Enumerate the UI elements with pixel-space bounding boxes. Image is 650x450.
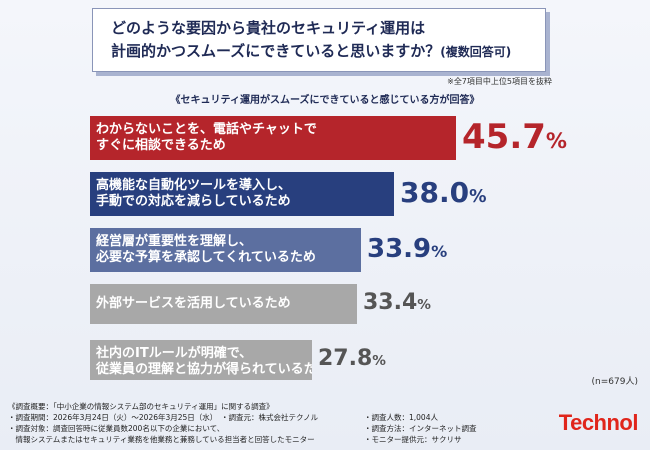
bar-0-value-number: 45.7 [462, 117, 546, 157]
bar-2-label-line-0: 経営層が重要性を理解し、 [96, 234, 253, 249]
footer-row-2: ・調査対象：調査回答時に従業員数200名以下の企業において、 [8, 423, 224, 434]
bar-0-label-line-1: すぐに相談できるため [96, 138, 226, 153]
extract-note: ※全7項目中上位5項目を抜粋 [447, 77, 552, 86]
bar-0: わからないことを、電話やチャットで すぐに相談できるため [90, 116, 456, 160]
bar-2-value-number: 33.9 [367, 234, 432, 264]
bar-1: 高機能な自動化ツールを導入し、 手動での対応を減らしているため [90, 172, 394, 216]
question-line-2: 計画的かつスムーズにできていると思いますか？(複数回答可) [111, 42, 511, 61]
footer-row-1: ・調査期間：2026年3月24日（火）～2026年3月25日（水） ・調査元：株… [8, 412, 318, 423]
bar-4-label-line-1: 従業員の理解と協力が得られているため [96, 362, 312, 377]
footer-row-2-right: ・調査方法：インターネット調査 [364, 424, 477, 433]
footer-row-2-left: ・調査対象：調査回答時に従業員数200名以下の企業において、 [8, 424, 225, 433]
bar-4: 社内のITルールが明確で、 従業員の理解と協力が得られているため [90, 340, 312, 380]
bar-0-value: 45.7% [462, 120, 568, 156]
bar-0-value-percent: % [545, 128, 568, 153]
bar-4-value: 27.8% [318, 344, 386, 376]
footer-row-1-right: ・調査人数：1,004人 [364, 413, 438, 422]
bar-4-label-line-0: 社内のITルールが明確で、 [96, 346, 253, 361]
bar-2-label-line-1: 必要な予算を承認してくれているため [96, 250, 316, 265]
bar-3-value-percent: % [417, 297, 431, 313]
bar-2: 経営層が重要性を理解し、 必要な予算を承認してくれているため [90, 228, 361, 272]
question-suffix: (複数回答可) [440, 45, 512, 59]
bar-2-value-percent: % [431, 242, 448, 261]
bar-0-label-line-0: わからないことを、電話やチャットで [96, 122, 317, 137]
bar-2-value: 33.9% [367, 234, 447, 267]
bar-4-value-percent: % [372, 353, 386, 369]
bar-3-value-number: 33.4 [363, 290, 418, 315]
question-line-2-text: 計画的かつスムーズにできていると思いますか？ [111, 42, 441, 60]
chart-subtitle: 《セキュリティ運用がスムーズにできていると感じている方が回答》 [170, 95, 480, 106]
footer-row-0-left: 《調査概要：「中小企業の情報システム部のセキュリティ運用」に関する調査》 [8, 402, 274, 411]
bar-1-value: 38.0% [400, 178, 487, 212]
bar-1-value-percent: % [469, 187, 487, 207]
question-line-1: どのような要因から貴社のセキュリティ運用は [111, 19, 426, 37]
footer-row-1-left: ・調査期間：2026年3月24日（火）～2026年3月25日（水） ・調査元：株… [8, 413, 319, 422]
bar-3: 外部サービスを活用しているため [90, 284, 357, 324]
bar-1-label-line-1: 手動での対応を減らしているため [96, 194, 291, 209]
bar-3-value: 33.4% [363, 288, 431, 320]
question-box: どのような要因から貴社のセキュリティ運用は 計画的かつスムーズにできていると思い… [92, 8, 546, 72]
footer-row-0: 《調査概要：「中小企業の情報システム部のセキュリティ運用」に関する調査》 [8, 401, 274, 412]
technol-logo: Technol [558, 410, 639, 435]
bar-1-label-line-0: 高機能な自動化ツールを導入し、 [96, 178, 292, 193]
footer-row-3: 情報システムまたはセキュリティ業務を他業務と兼務している担当者と回答したモニター [8, 434, 315, 445]
footer-row-3-right: ・モニター提供元：サクリサ [364, 435, 462, 444]
bar-3-label-line-0: 外部サービスを活用しているため [96, 296, 291, 311]
bar-4-value-number: 27.8 [318, 346, 373, 371]
footer-row-3-left: 情報システムまたはセキュリティ業務を他業務と兼務している担当者と回答したモニター [8, 435, 315, 444]
bar-1-value-number: 38.0 [400, 176, 470, 209]
sample-size: (n=679人) [591, 377, 638, 387]
